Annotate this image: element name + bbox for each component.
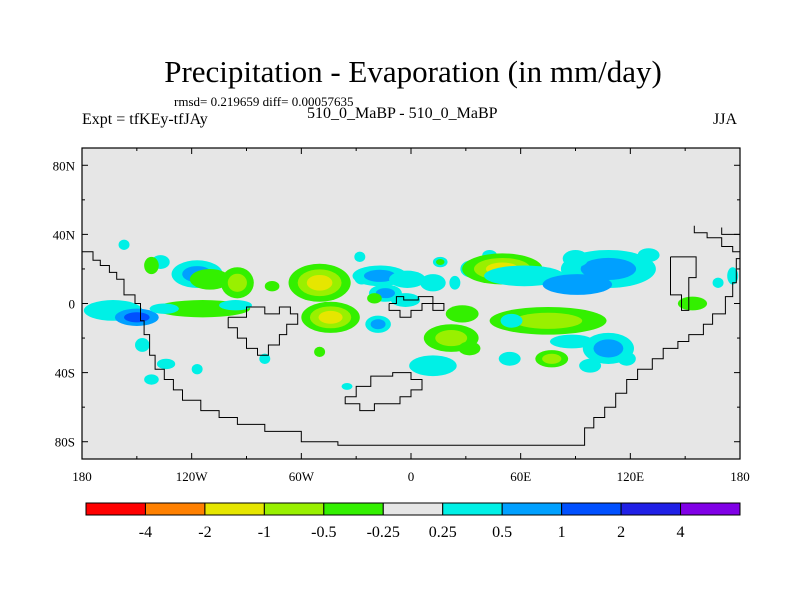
contour-region [144,374,159,385]
colorbar-label: -1 [258,524,271,541]
contour-region [149,303,179,314]
coastline [693,225,740,253]
y-tick-label: 40S [55,366,75,381]
contour-region [306,274,333,291]
colorbar-label: 2 [617,524,625,541]
colorbar-box [382,502,444,516]
coastline [388,296,445,318]
contour-region [579,358,602,373]
x-tick-label: 120E [617,469,645,484]
colorbar-box [144,502,206,516]
x-tick-label: 180 [730,469,750,484]
colorbar-box [561,502,622,516]
contour-region [542,353,562,364]
contour-region [542,274,613,295]
coastline [721,227,740,235]
contour-region [189,268,231,290]
contour-region [227,273,247,292]
contour-region [354,251,366,263]
contour-region [712,277,724,288]
coastline [670,256,697,311]
colorbar-box [501,502,563,516]
contour-region [458,341,481,356]
colorbar-box [620,502,682,516]
coastline [344,372,423,412]
x-tick-label: 60E [510,469,531,484]
colorbar-box [263,502,325,516]
contour-region [409,355,457,377]
contour-region [118,239,130,250]
contour-region [363,269,396,282]
contour-region [549,334,594,349]
contour-region [500,313,523,328]
contour-region [314,346,326,358]
case-label: 510_0_MaBP - 510_0_MaBP [307,105,498,122]
contour-field [82,225,740,446]
contour-region [562,249,589,268]
contour-region [341,382,353,390]
contour-region [435,329,468,347]
contour-region [484,265,565,287]
colorbar-label: -4 [139,524,152,541]
season-label: JJA [713,111,738,128]
x-tick-label: 60W [289,469,315,484]
colorbar-box [85,502,146,516]
contour-region [727,267,739,285]
colorbar-label: -2 [198,524,211,541]
contour-region [420,274,446,292]
y-tick-label: 80S [55,435,75,450]
contour-region [513,312,583,329]
x-tick-label: 0 [408,469,415,484]
colorbar-label: -0.25 [367,524,400,541]
colorbar-label: 0.25 [429,524,457,541]
contour-region [191,363,203,375]
colorbar-box [442,502,503,516]
contour-region [259,353,271,364]
contour-region [389,270,426,288]
contour-region [593,339,624,358]
contour-region [144,256,159,275]
contour-region [135,338,150,352]
experiment-label: Expt = tfKEy-tfJAy [82,111,208,128]
chart-title: Precipitation - Evaporation (in mm/day) [164,54,662,89]
colorbar-box [680,502,741,516]
colorbar-box [204,502,265,516]
contour-region [156,358,176,370]
y-tick-label: 0 [69,297,76,312]
stats-label: rmsd= 0.219659 diff= 0.00057635 [174,94,354,109]
contour-region [498,351,521,366]
coastline [227,306,299,356]
contour-region [264,281,280,292]
colorbar-label: 4 [677,524,685,541]
contour-region [124,312,150,323]
colorbar-label: -0.5 [311,524,336,541]
contour-region [677,296,708,311]
contour-region [219,300,252,311]
contour-region [449,275,461,290]
colorbar: -4 -2 -1 -0.5 -0.25 0.25 0.5 1 2 4 [85,502,741,541]
map-plot-area: 180 120W 60W 0 60E 120E 180 80N 40N 0 40S 80S [53,147,750,484]
contour-region [580,257,637,281]
contour-region [367,293,382,304]
colorbar-box [323,502,384,516]
coastline [82,251,740,446]
contour-region [370,319,386,330]
colorbar-label: 1 [558,524,566,541]
contour-region [637,248,660,263]
contour-region [318,310,343,324]
contour-region [445,305,479,323]
contour-region [435,259,445,266]
x-tick-label: 180 [72,469,92,484]
y-tick-label: 40N [53,227,76,242]
colorbar-label: 0.5 [492,524,512,541]
contour-region [617,351,636,366]
x-tick-label: 120W [176,469,209,484]
y-tick-label: 80N [53,158,76,173]
